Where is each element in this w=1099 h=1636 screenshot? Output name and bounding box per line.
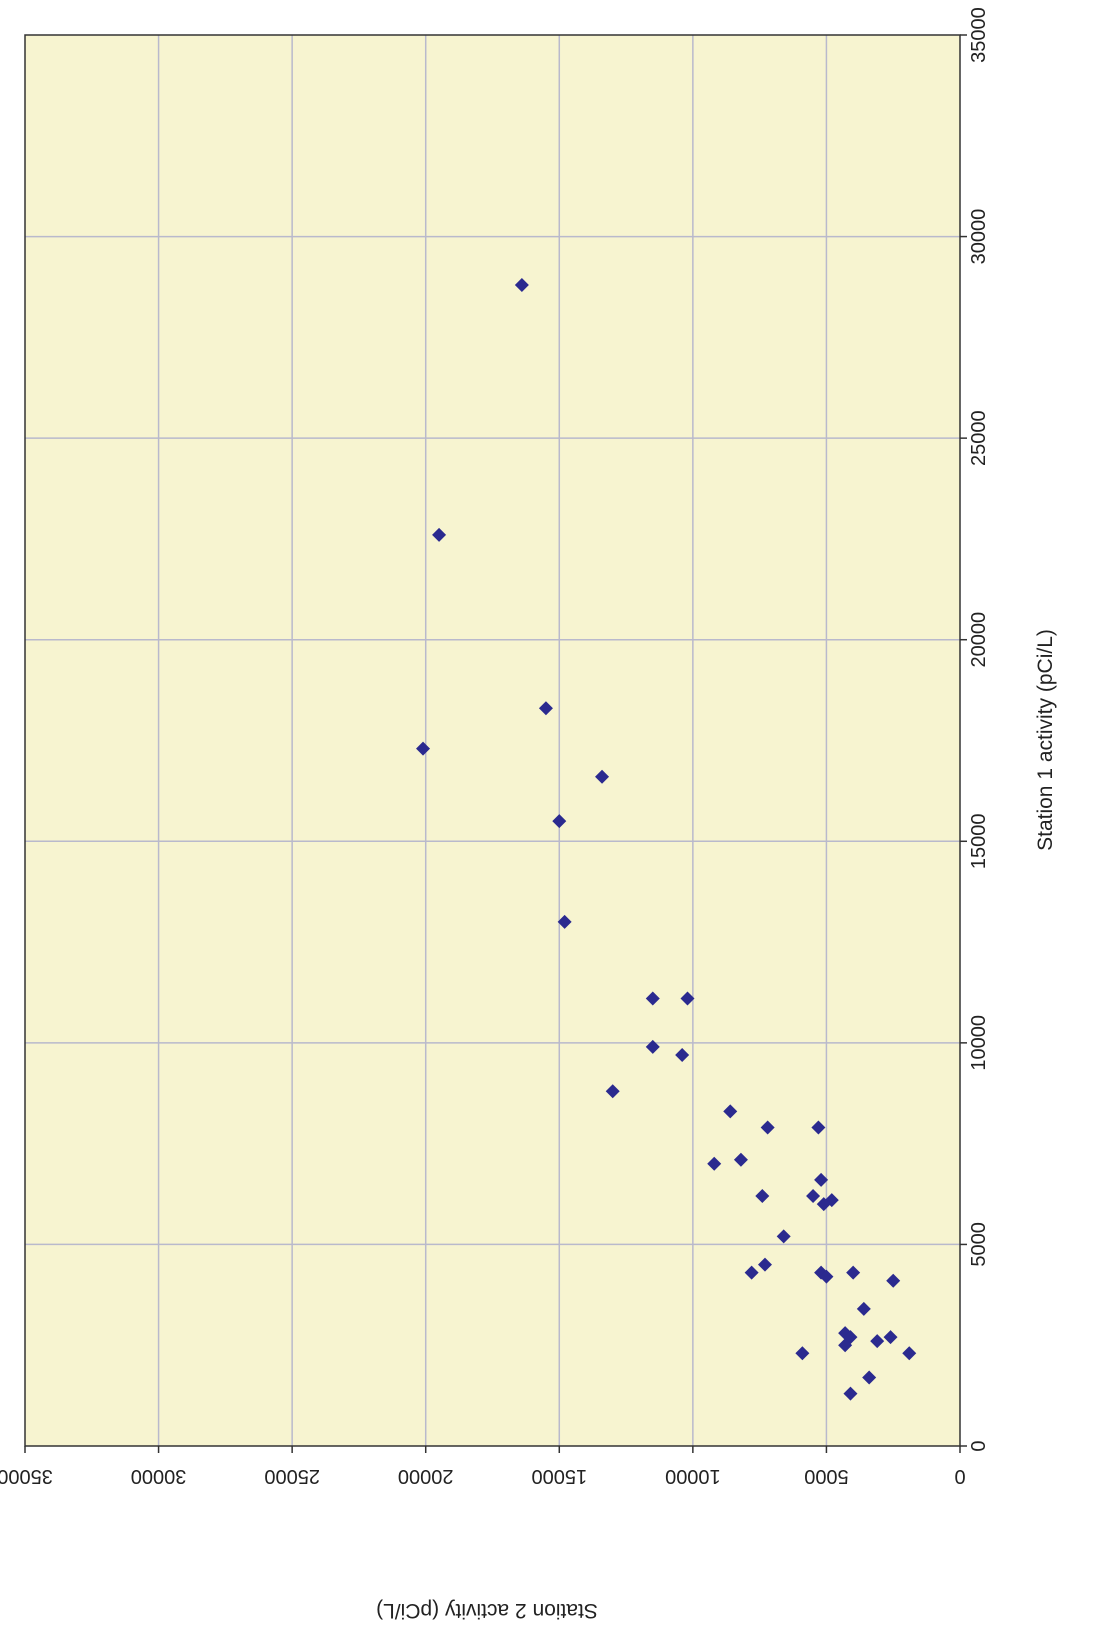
data-point (862, 1370, 877, 1385)
data-point (707, 1156, 722, 1171)
data-point (843, 1386, 858, 1401)
y-tick-label: 30000 (131, 1465, 187, 1487)
data-point (811, 1120, 826, 1135)
y-axis-ticks: 0 5000 10000 15000 20000 25000 30000 35000 (0, 1465, 966, 1487)
y-tick-label: 20000 (398, 1465, 454, 1487)
data-point (856, 1301, 871, 1316)
data-point (723, 1104, 738, 1119)
data-point (432, 527, 447, 542)
x-tick-label: 20000 (968, 612, 990, 668)
x-tick-label: 35000 (968, 7, 990, 63)
data-point (557, 914, 572, 929)
data-point (757, 1257, 772, 1272)
data-point (645, 1039, 660, 1054)
data-point (795, 1346, 810, 1361)
data-point (514, 277, 529, 292)
data-point (538, 701, 553, 716)
data-point (645, 991, 660, 1006)
data-point (605, 1084, 620, 1099)
data-point (819, 1269, 834, 1284)
x-tick-label: 5000 (968, 1222, 990, 1267)
x-axis-title: Station 1 activity (pCi/L) (1034, 629, 1057, 851)
data-point (838, 1338, 853, 1353)
data-point (902, 1346, 917, 1361)
data-point (816, 1197, 831, 1212)
x-tick-label: 30000 (968, 209, 990, 265)
data-point (680, 991, 695, 1006)
data-point (886, 1273, 901, 1288)
data-point (814, 1172, 829, 1187)
data-point (846, 1265, 861, 1280)
x-tick-label: 15000 (968, 813, 990, 869)
x-tick-label: 0 (968, 1440, 990, 1451)
data-point (744, 1265, 759, 1280)
data-point (755, 1189, 770, 1204)
data-point (870, 1334, 885, 1349)
grid-lines (24, 34, 967, 1453)
data-point (760, 1120, 775, 1135)
x-tick-label: 10000 (968, 1015, 990, 1071)
y-tick-label: 15000 (531, 1465, 587, 1487)
data-point (416, 741, 431, 756)
data-point (675, 1047, 690, 1062)
y-tick-label: 35000 (0, 1465, 53, 1487)
x-tick-label: 25000 (968, 410, 990, 466)
y-tick-label: 10000 (665, 1465, 721, 1487)
y-tick-label: 25000 (264, 1465, 320, 1487)
plot-border (24, 34, 961, 1447)
x-axis-ticks: 0 5000 10000 15000 20000 25000 30000 35000 (968, 7, 990, 1451)
y-tick-label: 0 (954, 1465, 965, 1487)
data-points (416, 277, 917, 1401)
y-tick-label: 5000 (804, 1465, 849, 1487)
data-point (733, 1152, 748, 1167)
data-point (883, 1330, 898, 1345)
data-point (806, 1189, 821, 1204)
y-axis-title: Station 2 activity (pCi/L) (376, 1599, 598, 1622)
data-point (595, 769, 610, 784)
data-point (776, 1229, 791, 1244)
plot-area (25, 35, 960, 1446)
data-point (552, 814, 567, 829)
